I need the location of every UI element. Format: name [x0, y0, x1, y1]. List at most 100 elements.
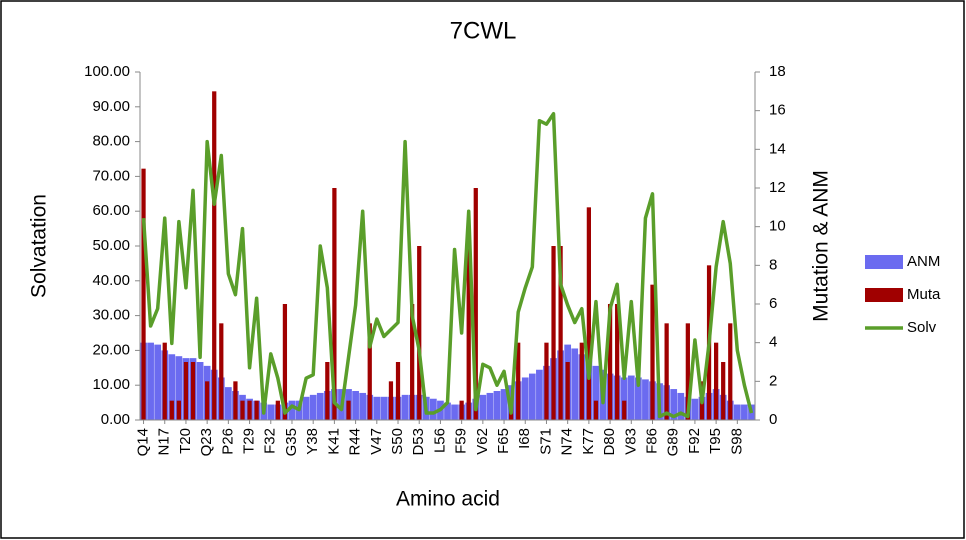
bar: [622, 400, 627, 420]
bar: [721, 362, 726, 420]
bar: [141, 168, 146, 420]
y-tick-label: 0.00: [101, 411, 130, 428]
bar: [154, 344, 162, 420]
x-tick-label: V83: [622, 428, 639, 455]
bar: [190, 362, 196, 420]
bar: [536, 369, 543, 420]
bar: [444, 402, 451, 420]
y2-tick-label: 4: [769, 334, 777, 351]
bar: [642, 379, 649, 420]
bar: [664, 323, 669, 420]
bar: [388, 381, 394, 420]
x-tick-label: V62: [474, 428, 491, 455]
x-tick-label: V47: [368, 428, 385, 455]
y-tick-label: 40.00: [92, 272, 130, 289]
legend-swatch: [865, 288, 903, 302]
bar: [162, 342, 167, 420]
bar: [733, 404, 741, 420]
bar: [635, 377, 642, 420]
bar: [500, 389, 508, 420]
bar: [169, 400, 174, 420]
x-tick-label: T95: [707, 428, 724, 454]
bar: [417, 246, 422, 420]
bar: [615, 304, 620, 420]
bar: [627, 375, 635, 420]
x-tick-label: S50: [389, 428, 406, 455]
x-tick-label: D80: [601, 428, 618, 456]
bar: [473, 188, 478, 420]
bar: [430, 398, 437, 420]
x-tick-label: L56: [431, 428, 448, 453]
y2-tick-label: 6: [769, 295, 777, 312]
bar: [677, 392, 685, 420]
x-tick-label: Q23: [198, 428, 215, 456]
bar: [459, 400, 464, 420]
bar: [551, 246, 556, 420]
bar: [302, 396, 310, 420]
bar: [521, 377, 529, 420]
bar: [558, 246, 563, 420]
y2-tick-label: 10: [769, 218, 786, 235]
bar: [176, 400, 181, 420]
bar: [685, 323, 690, 420]
x-tick-label: F32: [262, 428, 279, 454]
bar: [479, 394, 487, 420]
y-tick-label: 20.00: [92, 341, 130, 358]
y2-tick-label: 14: [769, 140, 786, 157]
bar: [380, 396, 388, 420]
y2-tick-label: 16: [769, 102, 786, 119]
x-tick-label: F65: [495, 428, 512, 454]
bar: [516, 342, 521, 420]
y-tick-label: 50.00: [92, 237, 130, 254]
bar: [650, 284, 655, 420]
bar: [493, 391, 501, 420]
x-axis-title: Amino acid: [396, 488, 500, 511]
x-tick-label: Y38: [304, 428, 321, 455]
bar: [714, 342, 719, 420]
x-tick-label: S98: [728, 428, 745, 455]
bar: [373, 396, 381, 420]
bar: [352, 391, 359, 420]
bar: [247, 400, 252, 420]
y2-tick-label: 2: [769, 372, 777, 389]
x-tick-label: N17: [156, 428, 173, 456]
y-tick-label: 30.00: [92, 307, 130, 324]
bar: [741, 404, 748, 420]
bar: [219, 323, 224, 420]
bar: [528, 373, 536, 420]
bar: [571, 348, 579, 420]
legend-swatch: [865, 255, 903, 269]
bar: [225, 387, 232, 420]
x-tick-label: T29: [241, 428, 258, 454]
bar: [309, 394, 317, 420]
bar: [367, 323, 372, 420]
x-tick-label: F86: [643, 428, 660, 454]
bar: [168, 354, 176, 420]
x-tick-label: T20: [177, 428, 194, 454]
bar: [544, 342, 549, 420]
y2-tick-label: 8: [769, 256, 777, 273]
y-tick-label: 80.00: [92, 133, 130, 150]
bar: [233, 381, 238, 420]
bar: [240, 400, 245, 420]
bar: [288, 400, 296, 420]
legend-label: Solv: [907, 319, 937, 336]
bar: [728, 323, 733, 420]
bar: [607, 304, 613, 420]
bar: [282, 304, 288, 420]
x-tick-label: G89: [665, 428, 682, 456]
y2-tick-label: 12: [769, 179, 786, 196]
bar: [670, 389, 678, 420]
x-tick-label: F59: [453, 428, 470, 454]
bar: [593, 400, 599, 420]
x-tick-label: K41: [325, 428, 342, 455]
bar: [395, 362, 401, 420]
bar: [466, 246, 471, 420]
chart-title: 7CWL: [450, 17, 517, 44]
bar: [359, 392, 367, 420]
bar: [586, 207, 591, 420]
bar: [175, 356, 183, 420]
x-tick-label: N74: [559, 428, 576, 456]
bar: [205, 381, 210, 420]
